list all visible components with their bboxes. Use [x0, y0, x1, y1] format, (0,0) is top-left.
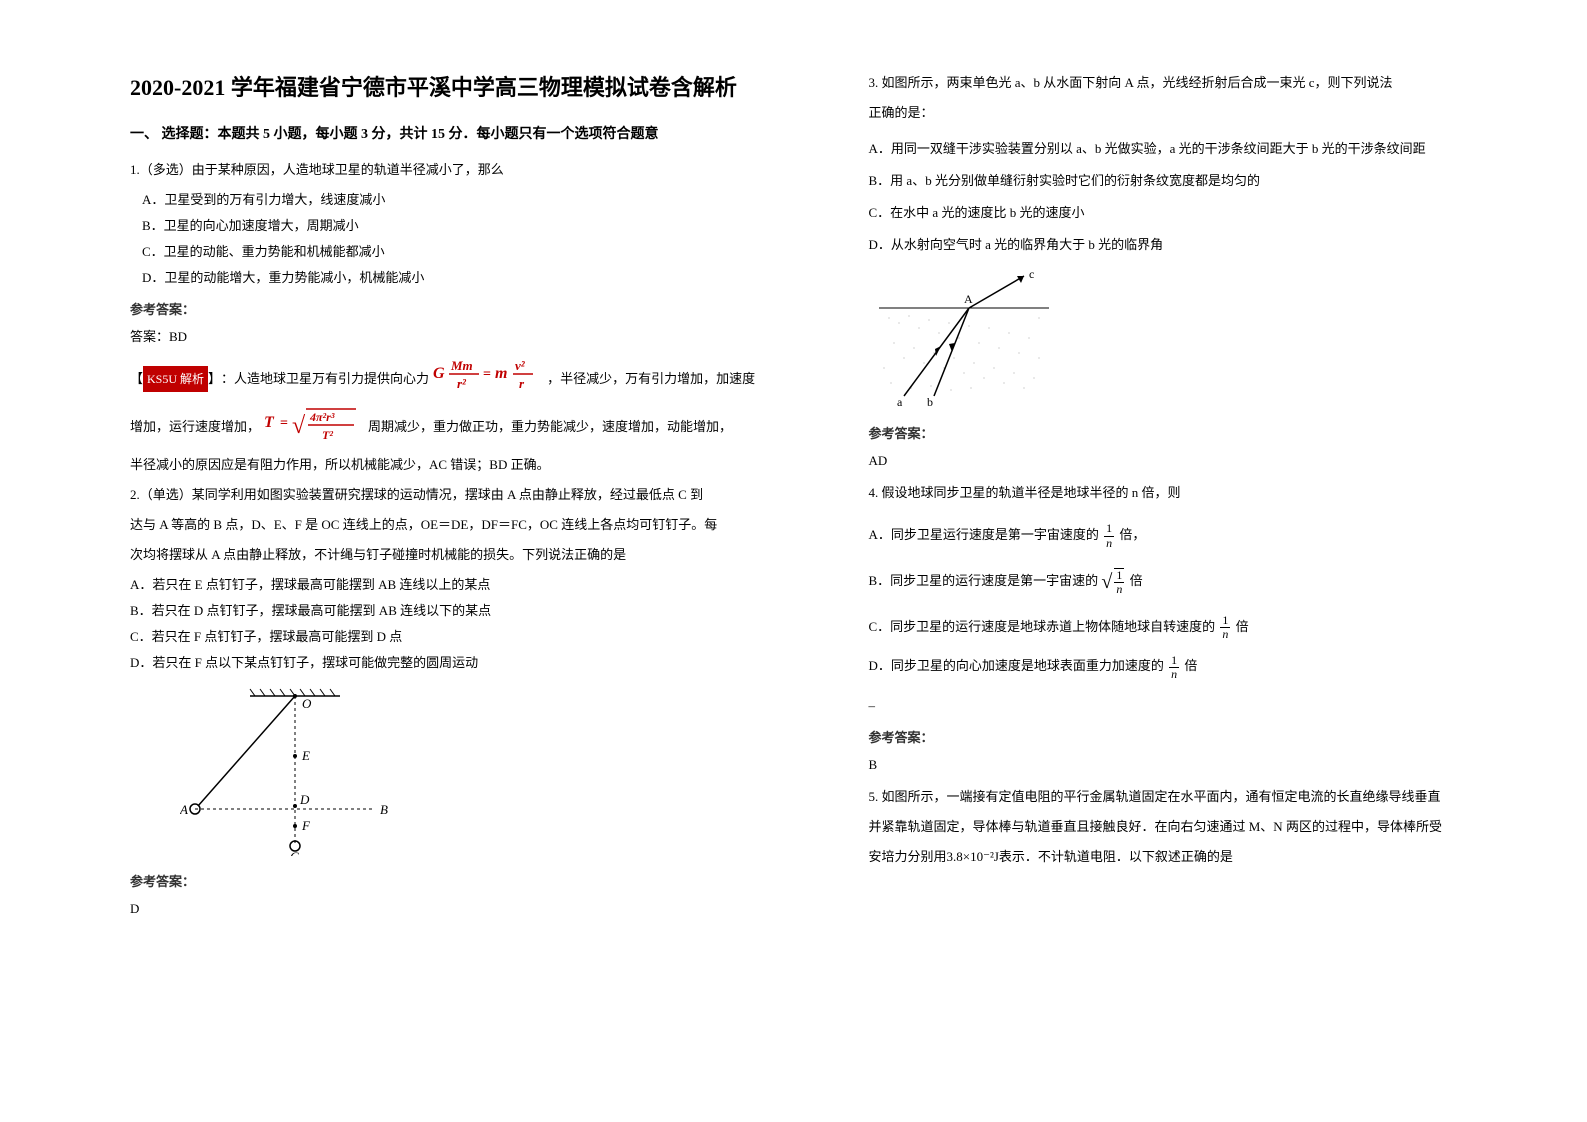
svg-text:Mm: Mm: [450, 358, 473, 373]
frac-1-n-icon-2: 1n: [1220, 614, 1230, 641]
q1-stem: 1.（多选）由于某种原因，人造地球卫星的轨道半径减小了，那么: [130, 157, 769, 183]
q1-option-b: B．卫星的向心加速度增大，周期减小: [142, 213, 769, 239]
q4-option-a: A．同步卫星运行速度是第一宇宙速度的 1n 倍，: [869, 522, 1508, 550]
q1-analysis-p1: ：人造地球卫星万有引力提供向心力: [221, 366, 429, 392]
analysis-badge: KS5U 解析: [143, 366, 208, 392]
q2-option-b: B．若只在 D 点钉钉子，摆球最高可能摆到 AB 连线以下的某点: [130, 598, 769, 624]
label-rb: b: [927, 395, 933, 408]
q5-stem-l3: 安培力分别用3.8×10⁻²J表示．不计轨道电阻．以下叙述正确的是: [869, 844, 1508, 870]
svg-text:m: m: [495, 365, 507, 382]
q3-option-c: C．在水中 a 光的速度比 b 光的速度小: [869, 200, 1508, 226]
q1-option-c: C．卫星的动能、重力势能和机械能都减小: [142, 239, 769, 265]
svg-text:v²: v²: [515, 358, 526, 373]
q1-analysis-line1: 【KS5U 解析】 ：人造地球卫星万有引力提供向心力 G Mm r² = m v…: [130, 356, 769, 401]
q2-answer: D: [130, 896, 769, 922]
label-D: D: [299, 792, 310, 807]
svg-text:r²: r²: [457, 376, 467, 391]
svg-text:=: =: [483, 367, 491, 382]
q2-option-a: A．若只在 E 点钉钉子，摆球最高可能摆到 AB 连线以上的某点: [130, 572, 769, 598]
q4-answer: B: [869, 752, 1508, 778]
formula-period-icon: T = √ 4π²r³ T²: [264, 401, 364, 452]
svg-text:T²: T²: [322, 428, 333, 442]
svg-text:r: r: [519, 376, 525, 391]
right-column: 3. 如图所示，两束单色光 a、b 从水面下射向 A 点，光线经折射后合成一束光…: [819, 70, 1538, 1092]
label-B: B: [380, 802, 388, 817]
q3-answer: AD: [869, 448, 1508, 474]
label-O: O: [302, 696, 312, 711]
q1-analysis-p3: 增加，运行速度增加，: [130, 414, 260, 440]
formula-gravity-icon: G Mm r² = m v² r: [433, 356, 543, 401]
label-C: C: [290, 849, 299, 856]
frac-1-n-icon-3: 1n: [1169, 654, 1179, 681]
q3-answer-label: 参考答案：: [869, 423, 1508, 442]
q1-analysis-line2: 增加，运行速度增加， T = √ 4π²r³ T² 周期减少，重力做正功，重力势…: [130, 401, 769, 452]
q3-option-a: A．用同一双缝干涉实验装置分别以 a、b 光做实验，a 光的干涉条纹间距大于 b…: [869, 136, 1508, 162]
q2-option-c: C．若只在 F 点钉钉子，摆球最高可能摆到 D 点: [130, 624, 769, 650]
label-rc: c: [1029, 268, 1034, 281]
q2-option-d: D．若只在 F 点以下某点钉钉子，摆球可能做完整的圆周运动: [130, 650, 769, 676]
label-ra: a: [897, 395, 903, 408]
q3-option-d: D．从水射向空气时 a 光的临界角大于 b 光的临界角: [869, 232, 1508, 258]
q5-stem-l1: 5. 如图所示，一端接有定值电阻的平行金属轨道固定在水平面内，通有恒定电流的长直…: [869, 784, 1508, 810]
svg-text:T: T: [264, 414, 275, 431]
q1-answer-label: 参考答案：: [130, 299, 769, 318]
q4-stem: 4. 假设地球同步卫星的轨道半径是地球半径的 n 倍，则: [869, 480, 1508, 506]
q3-stem-l2: 正确的是：: [869, 100, 1508, 126]
q5-stem-l2: 并紧靠轨道固定，导体棒与轨道垂直且接触良好．在向右匀速通过 M、N 两区的过程中…: [869, 814, 1508, 840]
pendulum-diagram: O E D F C A B: [180, 686, 769, 861]
q3-stem-l1: 3. 如图所示，两束单色光 a、b 从水面下射向 A 点，光线经折射后合成一束光…: [869, 70, 1508, 96]
label-rA: A: [964, 292, 973, 306]
sqrt-1-n-icon: √ 1n: [1101, 562, 1126, 602]
q1-option-d: D．卫星的动能增大，重力势能减小，机械能减小: [142, 265, 769, 291]
document-title: 2020-2021 学年福建省宁德市平溪中学高三物理模拟试卷含解析: [130, 70, 769, 105]
q1-option-a: A．卫星受到的万有引力增大，线速度减小: [142, 187, 769, 213]
frac-1-n-icon: 1n: [1104, 522, 1114, 549]
q1-analysis-p4: 周期减少，重力做正功，重力势能减少，速度增加，动能增加，: [368, 414, 732, 440]
svg-text:=: =: [280, 416, 288, 431]
q2-stem-l1: 2.（单选）某同学利用如图实验装置研究摆球的运动情况，摆球由 A 点由静止释放，…: [130, 482, 769, 508]
svg-text:G: G: [433, 365, 445, 382]
q2-stem-l2: 达与 A 等高的 B 点，D、E、F 是 OC 连线上的点，OE＝DE，DF＝F…: [130, 512, 769, 538]
left-column: 2020-2021 学年福建省宁德市平溪中学高三物理模拟试卷含解析 一、 选择题…: [100, 70, 819, 1092]
q1-analysis-p5: 半径减小的原因应是有阻力作用，所以机械能减少，AC 错误；BD 正确。: [130, 452, 769, 478]
q4-option-d: D．同步卫星的向心加速度是地球表面重力加速度的 1n 倍: [869, 653, 1508, 681]
section-heading: 一、 选择题：本题共 5 小题，每小题 3 分，共计 15 分．每小题只有一个选…: [130, 123, 769, 143]
refraction-diagram: A c a b: [869, 268, 1508, 413]
q4-option-b: B．同步卫星的运行速度是第一宇宙速的 √ 1n 倍: [869, 562, 1508, 602]
q2-answer-label: 参考答案：: [130, 871, 769, 890]
q3-option-b: B．用 a、b 光分别做单缝衍射实验时它们的衍射条纹宽度都是均匀的: [869, 168, 1508, 194]
q4-option-c: C．同步卫星的运行速度是地球赤道上物体随地球自转速度的 1n 倍: [869, 614, 1508, 642]
q1-answer: 答案：BD: [130, 324, 769, 350]
svg-text:√: √: [292, 413, 306, 439]
label-A: A: [180, 802, 188, 817]
label-E: E: [301, 748, 310, 763]
empty-line: –: [869, 693, 1508, 719]
svg-text:4π²r³: 4π²r³: [309, 410, 335, 424]
label-F: F: [301, 818, 311, 833]
q2-stem-l3: 次均将摆球从 A 点由静止释放，不计绳与钉子碰撞时机械能的损失。下列说法正确的是: [130, 542, 769, 568]
q1-analysis-p2: ，半径减少，万有引力增加，加速度: [547, 366, 755, 392]
q4-answer-label: 参考答案：: [869, 727, 1508, 746]
